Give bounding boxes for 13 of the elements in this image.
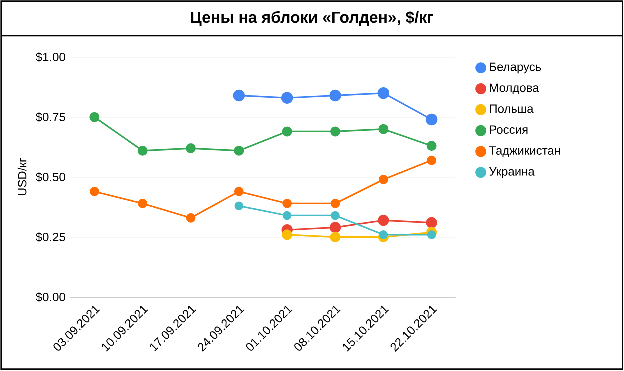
legend-label: Россия — [490, 126, 528, 134]
y-tick-label: $0.75 — [36, 112, 66, 122]
legend-label: Таджикистан — [489, 146, 560, 158]
legend-label: Беларусь — [490, 63, 542, 74]
y-tick-label: $0.25 — [36, 232, 66, 242]
legend-label: Украина — [489, 168, 535, 178]
legend-label: Молдова — [490, 84, 540, 95]
legend-label: Польша — [490, 104, 534, 114]
y-tick-label: $0.00 — [36, 292, 66, 302]
y-tick-label: $0.50 — [36, 172, 66, 182]
chart-title: Цены на яблоки «Голден», $/кг — [191, 11, 434, 26]
y-axis-title: USD/кг — [18, 158, 27, 196]
y-tick-label: $1.00 — [36, 52, 66, 62]
